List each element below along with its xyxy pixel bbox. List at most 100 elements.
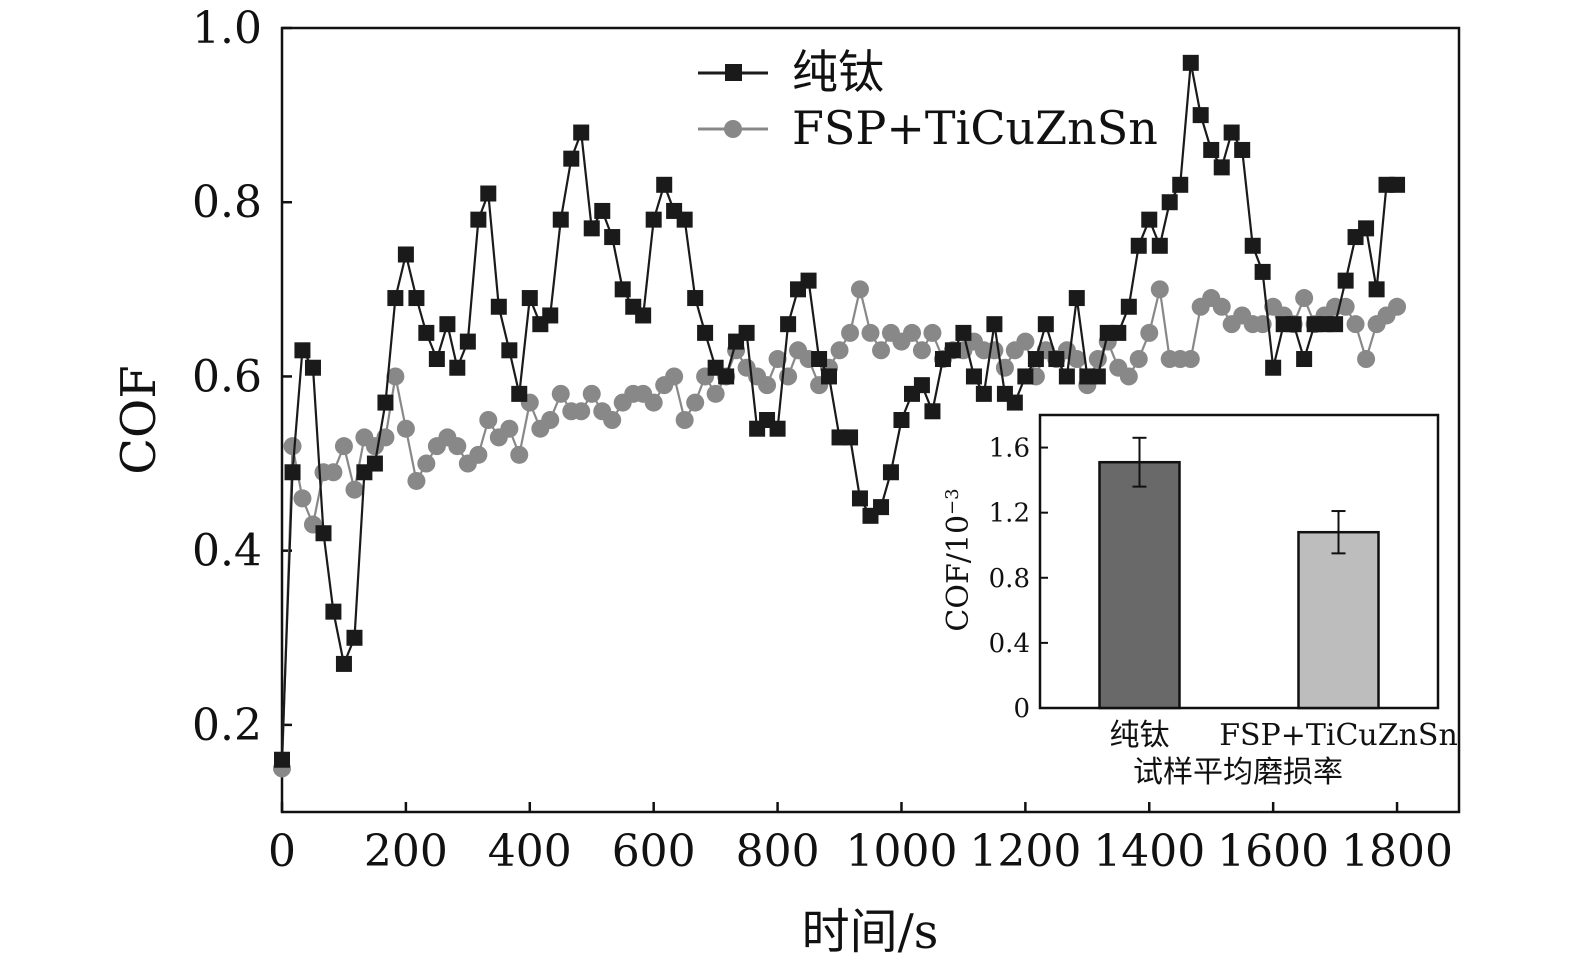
- inset-y-axis-title: COF/10−3: [941, 488, 976, 631]
- data-point-fsp-ticuznsn: [407, 471, 426, 490]
- data-point-fsp-ticuznsn: [841, 323, 860, 342]
- y-tick-label: 1.0: [192, 3, 262, 54]
- x-axis-title: 时间/s: [802, 904, 939, 960]
- data-point-fsp-ticuznsn: [500, 419, 519, 438]
- data-point-pure-ti: [1223, 124, 1240, 141]
- data-point-pure-ti: [1244, 237, 1261, 254]
- data-point-pure-ti: [1368, 281, 1385, 298]
- data-point-fsp-ticuznsn: [448, 437, 467, 456]
- data-point-pure-ti: [975, 385, 992, 402]
- inset-category-label: 纯钛: [1110, 718, 1170, 753]
- data-point-fsp-ticuznsn: [1016, 332, 1035, 351]
- inset-category-label: FSP+TiCuZnSn: [1219, 718, 1458, 753]
- inset-y-tick-label: 1.6: [989, 434, 1030, 464]
- x-tick-label: 600: [612, 826, 696, 877]
- data-point-fsp-ticuznsn: [923, 323, 942, 342]
- data-point-pure-ti: [563, 150, 580, 167]
- data-point-fsp-ticuznsn: [283, 437, 302, 456]
- data-point-fsp-ticuznsn: [572, 402, 591, 421]
- data-point-pure-ti: [893, 412, 910, 428]
- data-point-pure-ti: [687, 290, 704, 307]
- data-point-pure-ti: [428, 351, 445, 368]
- data-point-fsp-ticuznsn: [1129, 350, 1148, 369]
- data-point-pure-ti: [459, 333, 476, 350]
- data-point-pure-ti: [377, 394, 394, 411]
- data-point-pure-ti: [924, 403, 941, 420]
- data-point-fsp-ticuznsn: [861, 323, 880, 342]
- data-point-fsp-ticuznsn: [768, 350, 787, 369]
- data-point-pure-ti: [284, 464, 301, 481]
- data-point-fsp-ticuznsn: [345, 480, 364, 499]
- data-point-pure-ti: [1058, 368, 1075, 385]
- data-point-pure-ti: [1254, 263, 1271, 280]
- data-point-pure-ti: [315, 525, 332, 542]
- data-point-pure-ti: [501, 342, 518, 359]
- data-point-pure-ti: [594, 202, 611, 219]
- data-point-fsp-ticuznsn: [1067, 350, 1086, 369]
- data-point-pure-ti: [408, 290, 425, 307]
- data-point-pure-ti: [1172, 176, 1189, 193]
- inset-bar-chart: 0 0.4 0.8 1.2 1.6 纯钛 FSP+TiCuZnSn COF/10−3 试样平…: [941, 413, 1458, 790]
- data-point-pure-ti: [304, 359, 321, 376]
- data-point-pure-ti: [294, 342, 311, 359]
- data-point-pure-ti: [439, 316, 456, 333]
- data-point-pure-ti: [1389, 176, 1406, 193]
- x-tick-label: 1200: [969, 826, 1081, 877]
- data-point-pure-ti: [1006, 394, 1023, 411]
- data-point-pure-ti: [604, 229, 621, 246]
- data-point-pure-ti: [1027, 351, 1044, 368]
- data-point-fsp-ticuznsn: [1119, 367, 1138, 386]
- data-point-pure-ti: [274, 751, 290, 768]
- inset-bar: [1297, 530, 1380, 710]
- data-point-pure-ti: [542, 307, 559, 324]
- data-point-pure-ti: [697, 324, 714, 341]
- data-point-pure-ti: [521, 290, 538, 307]
- data-point-pure-ti: [1192, 107, 1209, 124]
- x-tick-label: 400: [488, 826, 572, 877]
- legend-marker-circle-icon: [724, 120, 742, 138]
- data-point-fsp-ticuznsn: [1346, 315, 1365, 334]
- data-point-pure-ti: [1265, 359, 1282, 376]
- data-point-fsp-ticuznsn: [1388, 297, 1407, 316]
- data-point-pure-ti: [1089, 368, 1106, 385]
- data-point-pure-ti: [738, 324, 755, 341]
- data-point-pure-ti: [614, 281, 631, 298]
- inset-bar: [1098, 460, 1181, 710]
- data-point-pure-ti: [645, 211, 662, 228]
- data-point-fsp-ticuznsn: [985, 341, 1004, 360]
- data-point-pure-ti: [335, 655, 352, 672]
- data-point-fsp-ticuznsn: [1357, 350, 1376, 369]
- data-point-pure-ti: [490, 298, 507, 315]
- data-point-pure-ti: [366, 455, 383, 472]
- x-tick-label: 200: [364, 826, 448, 877]
- data-point-pure-ti: [1234, 141, 1251, 158]
- data-point-pure-ti: [1182, 54, 1199, 71]
- main-series-layer: [273, 54, 1407, 778]
- data-point-pure-ti: [1130, 237, 1147, 254]
- inset-y-tick-label: 0.4: [989, 629, 1030, 659]
- data-point-pure-ti: [346, 629, 363, 646]
- data-point-fsp-ticuznsn: [686, 393, 705, 412]
- data-point-pure-ti: [1048, 351, 1065, 368]
- data-point-fsp-ticuznsn: [510, 445, 529, 464]
- data-point-pure-ti: [656, 176, 673, 193]
- legend: 纯钛 FSP+TiCuZnSn: [698, 45, 1158, 155]
- data-point-pure-ti: [1358, 220, 1375, 237]
- data-point-pure-ti: [811, 351, 828, 368]
- legend-marker-square-icon: [725, 64, 742, 81]
- data-point-pure-ti: [552, 211, 569, 228]
- inset-x-axis-title: 试样平均磨损率: [1133, 755, 1343, 790]
- data-point-fsp-ticuznsn: [903, 323, 922, 342]
- data-point-pure-ti: [913, 377, 930, 394]
- data-point-fsp-ticuznsn: [675, 411, 694, 429]
- data-point-fsp-ticuznsn: [551, 384, 570, 403]
- x-tick-label: 800: [736, 826, 820, 877]
- data-point-pure-ti: [780, 316, 797, 333]
- inset-y-tick-label: 1.2: [989, 499, 1030, 529]
- data-point-pure-ti: [573, 124, 590, 141]
- data-point-fsp-ticuznsn: [850, 280, 869, 299]
- data-point-pure-ti: [1213, 159, 1230, 176]
- inset-y-tick-label: 0: [1013, 694, 1030, 724]
- legend-label-fsp: FSP+TiCuZnSn: [792, 101, 1158, 155]
